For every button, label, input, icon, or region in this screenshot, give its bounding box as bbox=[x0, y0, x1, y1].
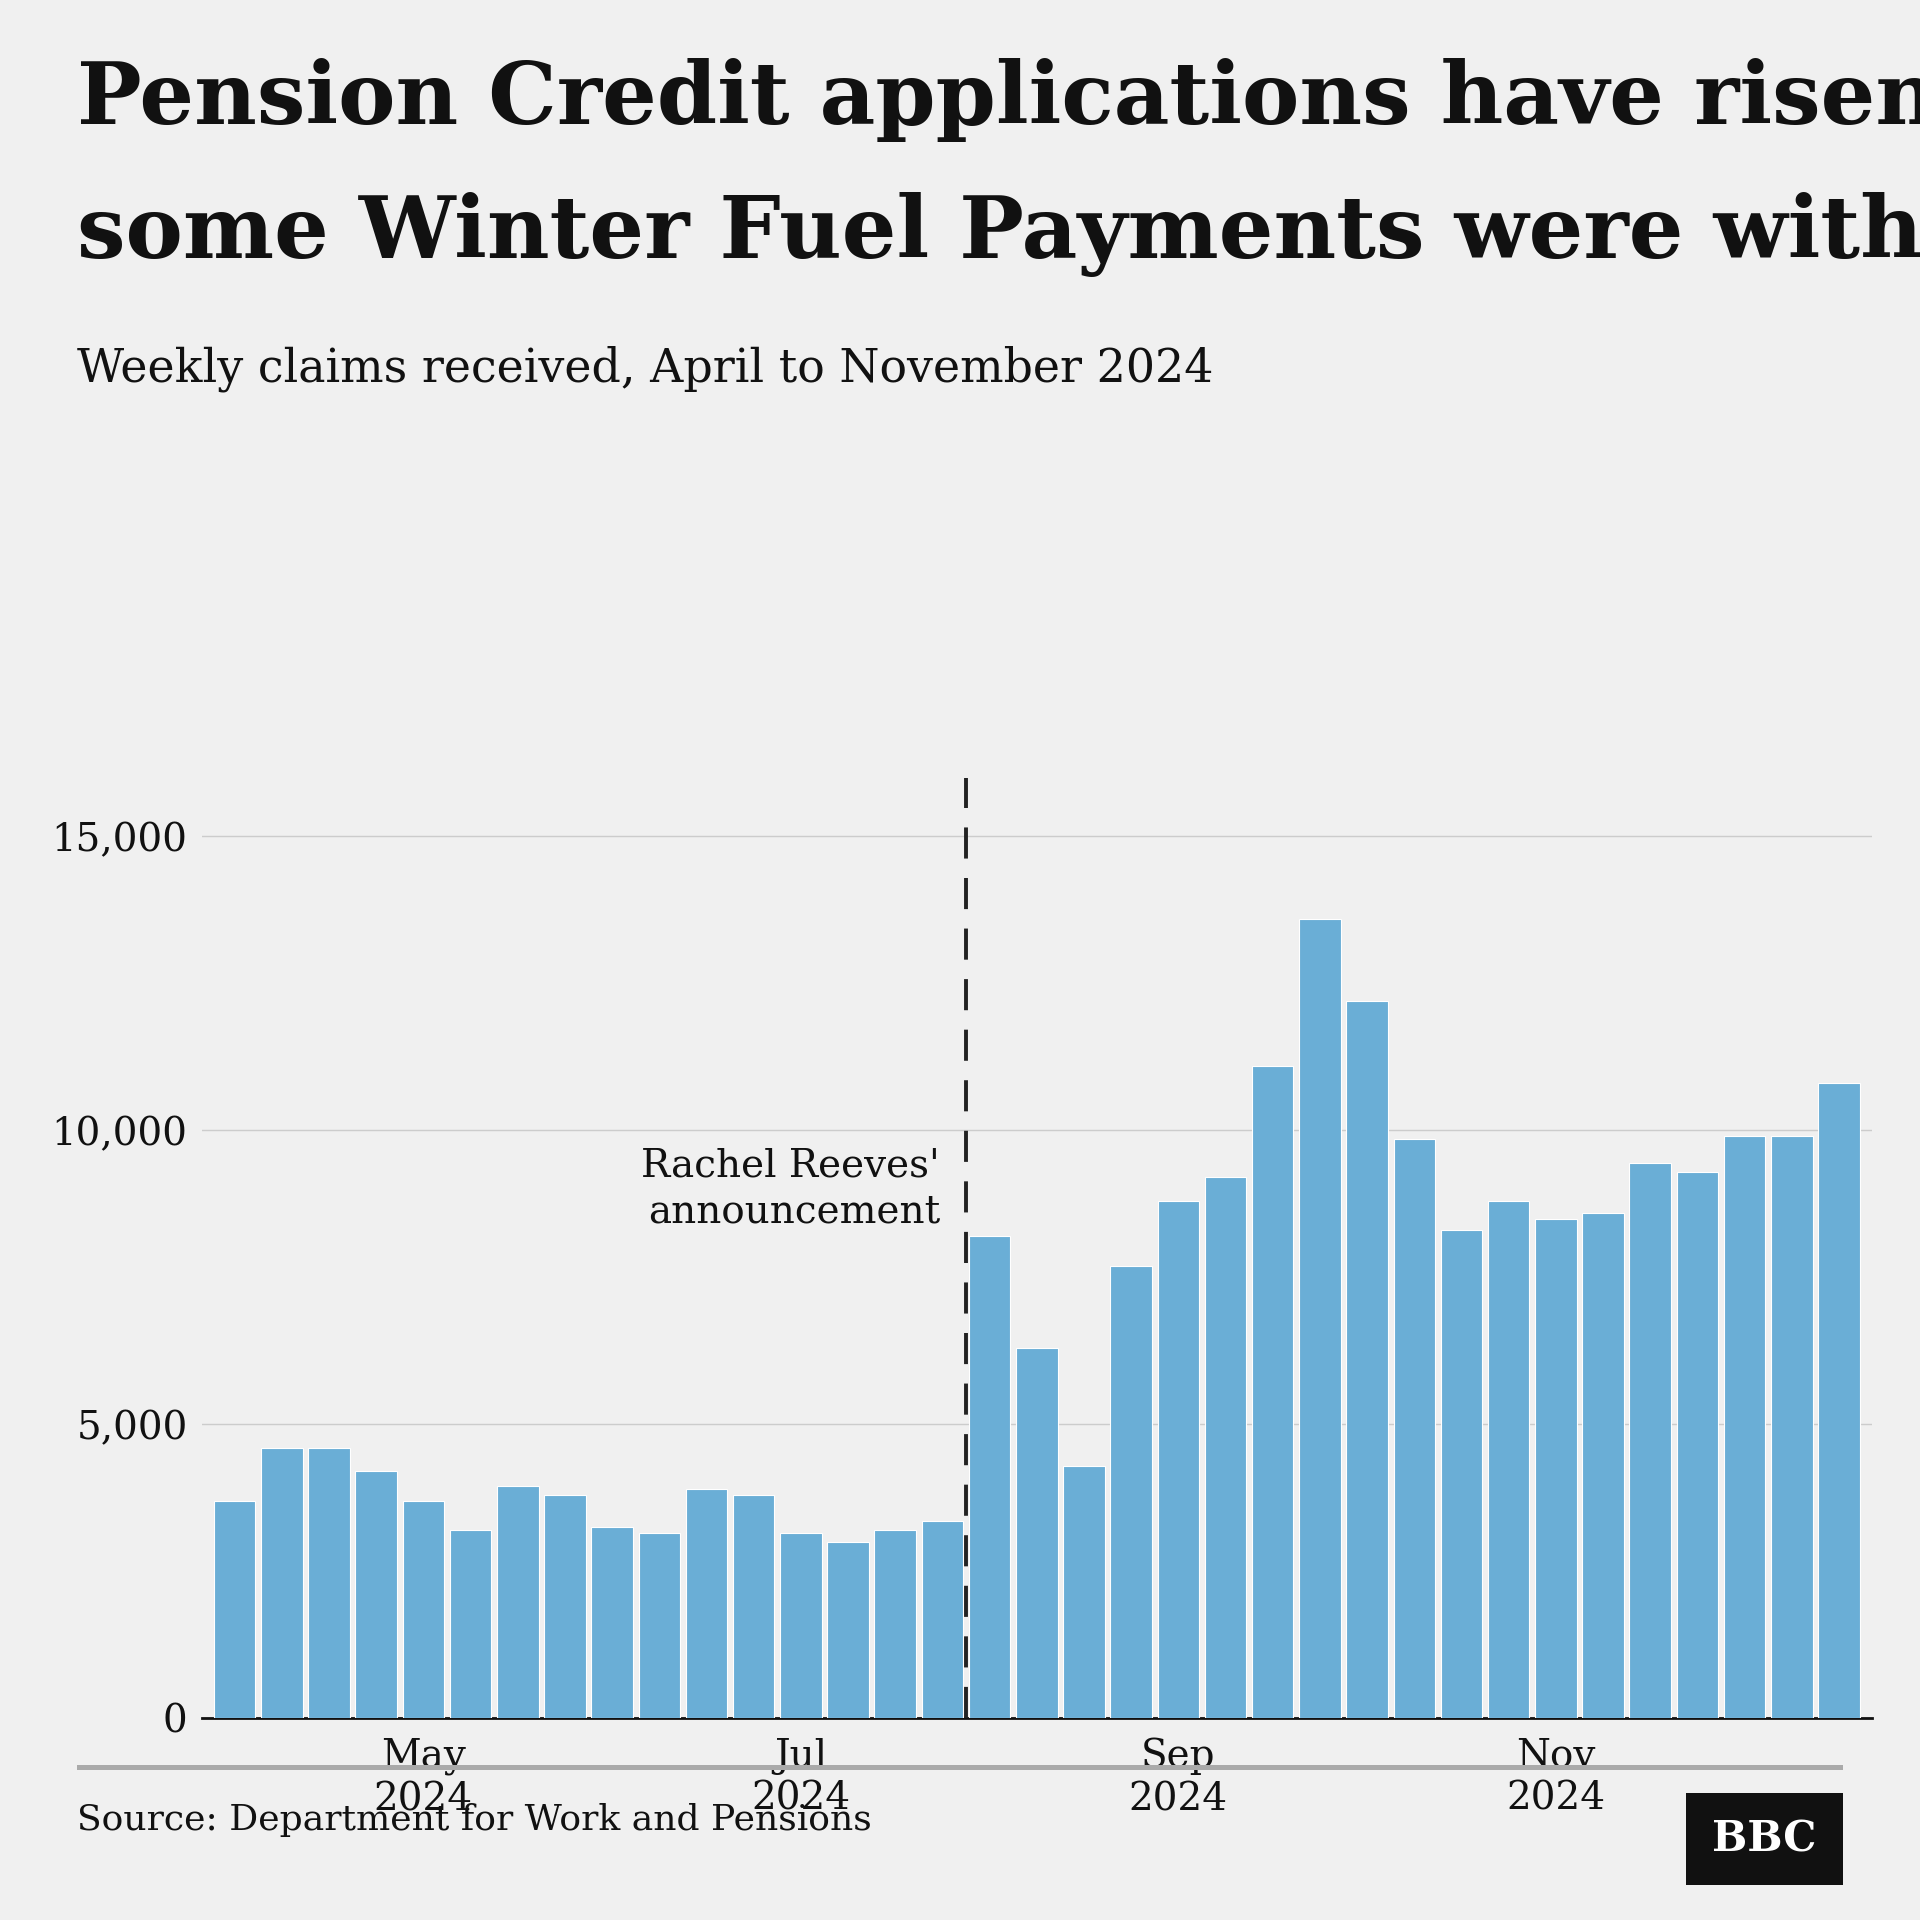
Bar bbox=[1110, 1265, 1152, 1718]
Text: Rachel Reeves'
announcement: Rachel Reeves' announcement bbox=[641, 1148, 941, 1231]
Bar bbox=[1300, 920, 1340, 1718]
Bar bbox=[1252, 1066, 1294, 1718]
Bar bbox=[449, 1530, 492, 1718]
Bar bbox=[309, 1448, 349, 1718]
Bar bbox=[1676, 1171, 1718, 1718]
Bar bbox=[733, 1496, 774, 1718]
Bar bbox=[828, 1542, 870, 1718]
Bar bbox=[685, 1490, 728, 1718]
Bar bbox=[874, 1530, 916, 1718]
Text: Pension Credit applications have risen since: Pension Credit applications have risen s… bbox=[77, 58, 1920, 142]
Text: Weekly claims received, April to November 2024: Weekly claims received, April to Novembe… bbox=[77, 346, 1213, 392]
Bar bbox=[1488, 1202, 1530, 1718]
Bar bbox=[1630, 1164, 1670, 1718]
Bar bbox=[213, 1501, 255, 1718]
Bar bbox=[970, 1236, 1010, 1718]
Bar bbox=[1346, 1000, 1388, 1718]
Bar bbox=[639, 1534, 680, 1718]
Bar bbox=[1582, 1213, 1624, 1718]
Bar bbox=[1818, 1083, 1860, 1718]
Bar bbox=[261, 1448, 303, 1718]
Bar bbox=[1016, 1348, 1058, 1718]
Bar bbox=[1158, 1202, 1200, 1718]
Bar bbox=[1536, 1219, 1576, 1718]
Text: BBC: BBC bbox=[1713, 1818, 1816, 1860]
Bar bbox=[780, 1534, 822, 1718]
Bar bbox=[1440, 1231, 1482, 1718]
Bar bbox=[591, 1526, 634, 1718]
Bar bbox=[543, 1496, 586, 1718]
Bar bbox=[403, 1501, 444, 1718]
Bar bbox=[355, 1471, 397, 1718]
Text: Source: Department for Work and Pensions: Source: Department for Work and Pensions bbox=[77, 1803, 872, 1837]
Bar bbox=[1724, 1137, 1764, 1718]
Bar bbox=[1394, 1139, 1434, 1718]
Bar bbox=[497, 1486, 538, 1718]
Bar bbox=[1204, 1177, 1246, 1718]
Text: some Winter Fuel Payments were withdrawn: some Winter Fuel Payments were withdrawn bbox=[77, 192, 1920, 276]
Bar bbox=[1064, 1465, 1104, 1718]
Bar bbox=[922, 1521, 964, 1718]
Bar bbox=[1770, 1137, 1812, 1718]
